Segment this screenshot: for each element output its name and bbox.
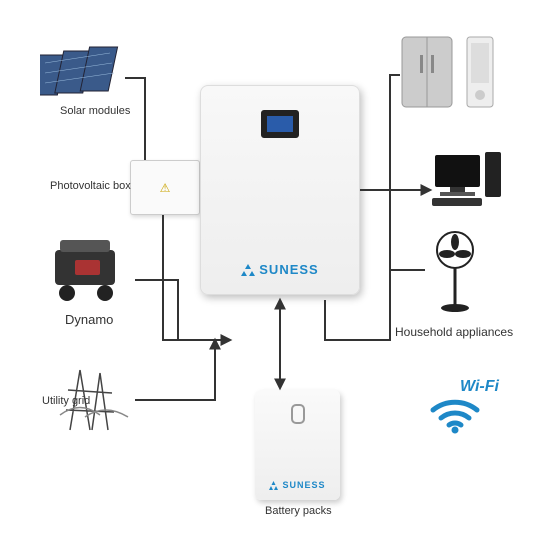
battery-brand: SUNESS [255, 480, 340, 490]
grid-label: Utility grid [42, 395, 90, 407]
battery-pack: SUNESS [255, 390, 340, 500]
fridge-icon [400, 35, 455, 115]
photovoltaic-box [130, 160, 200, 215]
inverter-screen [261, 110, 299, 138]
inverter: SUNESS [200, 85, 360, 295]
brand-logo: SUNESS [200, 262, 360, 277]
appliances-label: Household appliances [395, 325, 513, 339]
brand-text: SUNESS [259, 262, 318, 277]
pc-icon [430, 150, 505, 215]
dynamo-label: Dynamo [65, 312, 113, 327]
solar-label: Solar modules [60, 105, 130, 117]
pvbox-label: Photovoltaic box [50, 180, 131, 192]
battery-label: Battery packs [265, 505, 332, 517]
ac-icon [465, 35, 495, 115]
solar-modules [40, 45, 125, 105]
dynamo [45, 235, 135, 310]
wifi-label: Wi-Fi [460, 378, 499, 396]
fan-icon [430, 230, 480, 320]
